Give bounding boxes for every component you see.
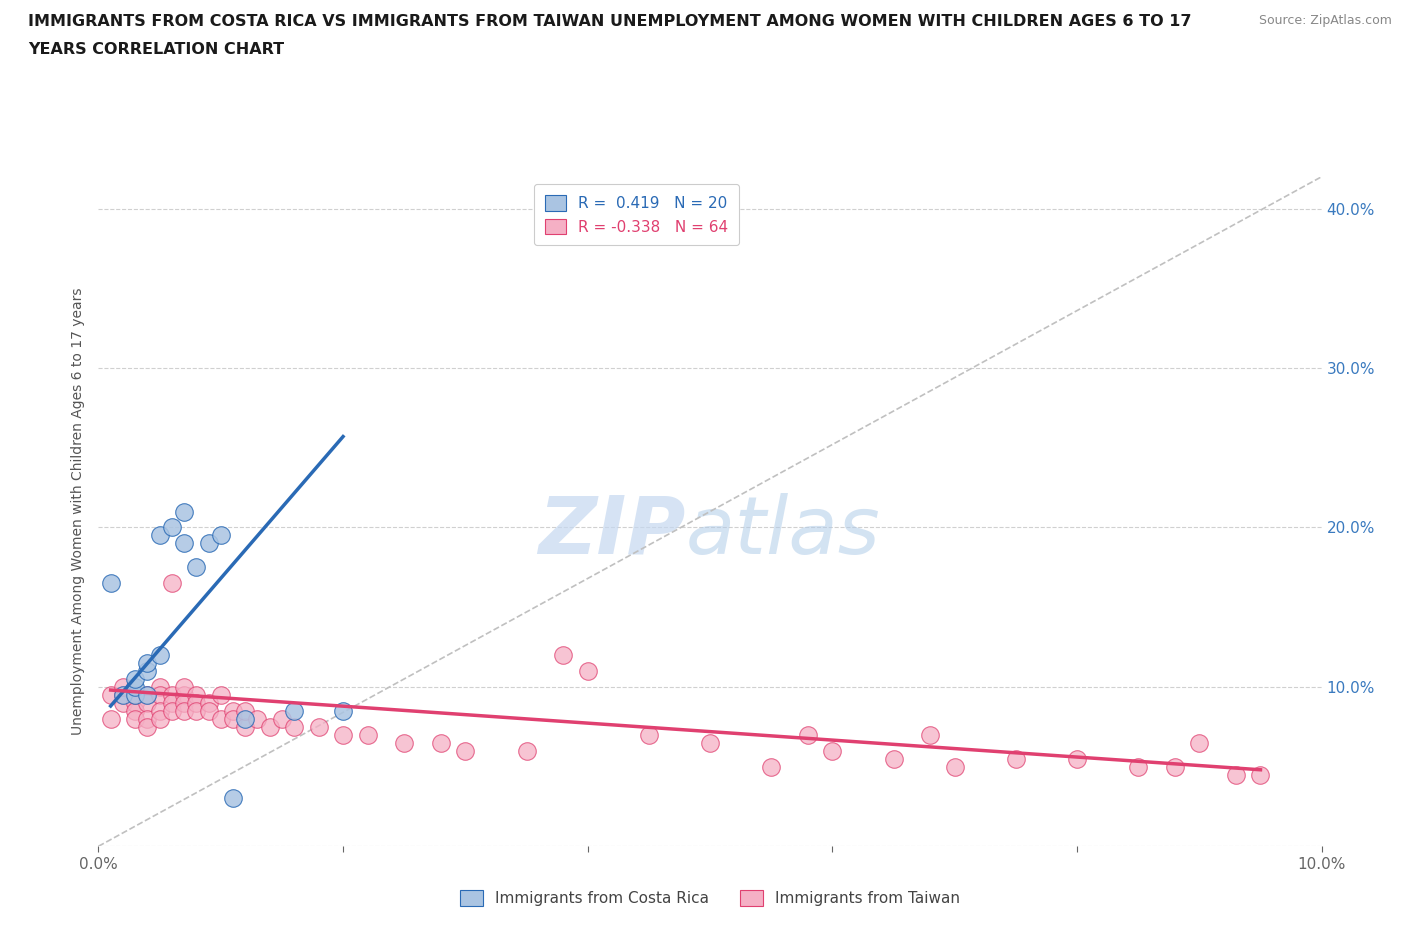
Point [821,743,844,758]
Point [124,687,146,702]
Point [160,696,183,711]
Text: Source: ZipAtlas.com: Source: ZipAtlas.com [1258,14,1392,27]
Point [124,671,146,686]
Point [149,528,172,543]
Point [1004,751,1026,766]
Point [883,751,905,766]
Point [332,727,354,742]
Point [100,576,122,591]
Point [149,703,172,718]
Point [259,719,281,734]
Text: IMMIGRANTS FROM COSTA RICA VS IMMIGRANTS FROM TAIWAN UNEMPLOYMENT AMONG WOMEN WI: IMMIGRANTS FROM COSTA RICA VS IMMIGRANTS… [28,14,1192,29]
Text: YEARS CORRELATION CHART: YEARS CORRELATION CHART [28,42,284,57]
Point [124,680,146,695]
Point [149,711,172,726]
Point [111,680,134,695]
Point [124,711,146,726]
Point [173,536,195,551]
Point [149,687,172,702]
Point [246,711,269,726]
Point [308,719,330,734]
Point [283,719,305,734]
Point [160,520,183,535]
Point [111,696,134,711]
Point [1128,759,1150,774]
Point [943,759,966,774]
Point [124,687,146,702]
Point [553,647,575,662]
Point [430,736,453,751]
Point [233,703,256,718]
Point [136,663,159,678]
Point [759,759,782,774]
Point [173,687,195,702]
Text: ZIP: ZIP [538,493,686,571]
Point [516,743,538,758]
Point [100,711,122,726]
Point [1225,767,1247,782]
Point [209,528,232,543]
Point [1188,736,1211,751]
Point [136,656,159,671]
Point [136,687,159,702]
Point [197,536,219,551]
Point [160,576,183,591]
Point [100,687,122,702]
Point [136,687,159,702]
Point [149,680,172,695]
Point [920,727,942,742]
Point [173,680,195,695]
Point [124,696,146,711]
Point [149,647,172,662]
Point [136,696,159,711]
Point [186,560,208,575]
Point [197,703,219,718]
Point [197,696,219,711]
Point [454,743,477,758]
Point [576,663,599,678]
Text: atlas: atlas [686,493,880,571]
Point [222,703,245,718]
Point [173,703,195,718]
Point [233,719,256,734]
Y-axis label: Unemployment Among Women with Children Ages 6 to 17 years: Unemployment Among Women with Children A… [72,287,86,736]
Point [222,711,245,726]
Point [136,711,159,726]
Point [637,727,661,742]
Point [111,687,134,702]
Point [332,703,354,718]
Point [209,711,232,726]
Point [136,719,159,734]
Point [111,687,134,702]
Legend: Immigrants from Costa Rica, Immigrants from Taiwan: Immigrants from Costa Rica, Immigrants f… [454,884,966,912]
Point [186,703,208,718]
Point [160,687,183,702]
Point [1066,751,1088,766]
Point [1164,759,1187,774]
Point [392,736,416,751]
Point [222,791,245,806]
Point [797,727,820,742]
Point [283,703,305,718]
Point [160,703,183,718]
Point [186,687,208,702]
Point [186,696,208,711]
Point [699,736,721,751]
Point [356,727,378,742]
Point [233,711,256,726]
Point [173,504,195,519]
Point [124,703,146,718]
Point [270,711,292,726]
Point [209,687,232,702]
Point [173,696,195,711]
Point [1249,767,1271,782]
